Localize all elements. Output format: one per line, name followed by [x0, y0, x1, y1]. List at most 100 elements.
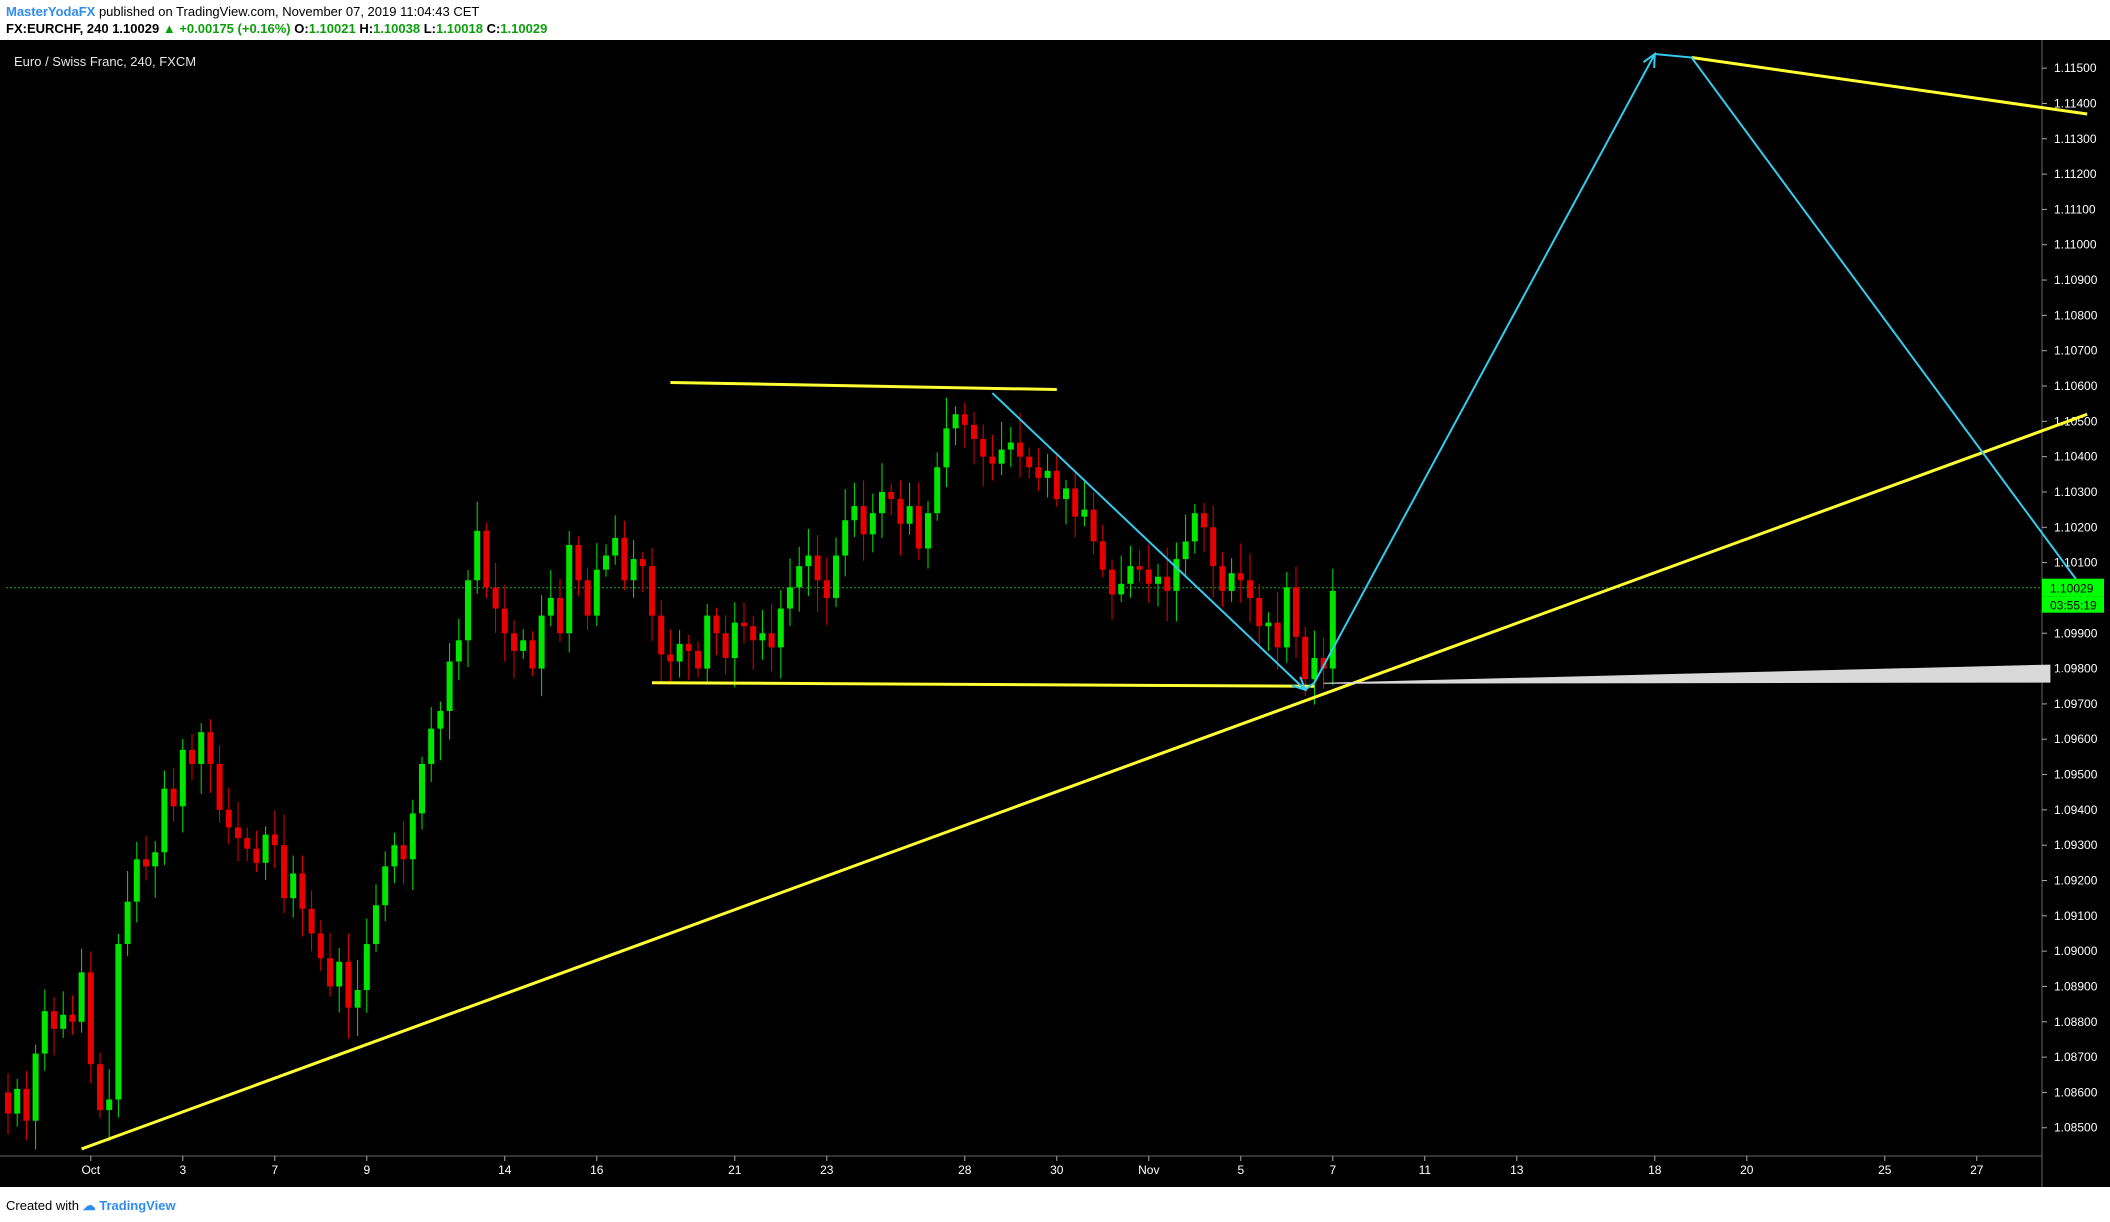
- candle-body: [1256, 597, 1263, 627]
- time-tick-label: 7: [271, 1163, 278, 1177]
- candle-body: [327, 958, 333, 987]
- candle-body: [777, 608, 784, 648]
- candle-body: [446, 661, 453, 711]
- candle-body: [69, 1014, 76, 1022]
- price-tick-label: 1.08500: [2054, 1121, 2098, 1135]
- candle-body: [1044, 470, 1051, 478]
- price-chart[interactable]: 1.11500 1.11400 1.11300 1.11200 1.11100 1.110…: [0, 40, 2110, 1187]
- time-tick-label: 5: [1237, 1163, 1244, 1177]
- candle-body: [823, 580, 830, 598]
- arrowhead-icon: [1291, 676, 1307, 692]
- candle-body: [373, 905, 379, 945]
- candle-body: [1164, 576, 1171, 591]
- time-tick-label: 23: [820, 1163, 834, 1177]
- yellow-trendline: [1691, 56, 2088, 116]
- candle-body: [722, 633, 729, 658]
- footer-text: Created with ☁ TradingView: [6, 1198, 176, 1214]
- candle-body: [400, 845, 407, 860]
- price-tick-label: 1.10600: [2054, 379, 2098, 393]
- candle-body: [5, 1092, 11, 1114]
- time-tick-label: 16: [590, 1163, 604, 1177]
- candle-body: [465, 580, 471, 641]
- price-tick-label: 1.09900: [2054, 626, 2098, 640]
- candle-body: [382, 866, 389, 906]
- candle-body: [290, 873, 297, 899]
- candle-body: [1173, 559, 1180, 591]
- candle-body: [814, 555, 821, 581]
- candle-body: [317, 933, 324, 959]
- price-tick-label: 1.10400: [2054, 450, 2098, 464]
- candle-body: [143, 859, 149, 867]
- candle-body: [639, 559, 646, 567]
- candle-body: [60, 1014, 67, 1029]
- candle-body: [759, 633, 766, 641]
- candle-body: [1274, 622, 1281, 648]
- candle-body: [980, 438, 987, 457]
- candle-body: [741, 622, 747, 627]
- candle-body: [1072, 488, 1079, 517]
- candle-body: [244, 838, 251, 849]
- candle-body: [216, 763, 223, 810]
- time-tick-label: 13: [1510, 1163, 1524, 1177]
- close-label: C:: [486, 21, 501, 36]
- low-label: L:: [423, 21, 436, 36]
- time-tick-label: 27: [1970, 1163, 1984, 1177]
- candle-body: [354, 989, 361, 1008]
- time-tick-label: 25: [1878, 1163, 1892, 1177]
- time-tick-label: 18: [1648, 1163, 1662, 1177]
- cyan-projection-path: [991, 52, 2089, 692]
- candle-body: [630, 559, 637, 581]
- price-tick-label: 1.11200: [2054, 167, 2097, 181]
- candle-body: [1007, 442, 1014, 450]
- candle-body: [593, 569, 600, 616]
- candle-body: [1127, 566, 1134, 584]
- candle-body: [768, 633, 775, 648]
- candle-body: [547, 597, 554, 616]
- candle-body: [409, 813, 416, 860]
- chart-title: Euro / Swiss Franc, 240, FXCM: [14, 54, 197, 69]
- candle-body: [1329, 590, 1336, 669]
- candle-body: [32, 1053, 39, 1121]
- candle-body: [961, 414, 968, 425]
- candle-body: [455, 640, 462, 662]
- candle-body: [1210, 527, 1217, 567]
- tradingview-logo-icon[interactable]: ☁: [82, 1198, 96, 1213]
- candle-body: [603, 555, 609, 570]
- candle-body: [888, 491, 895, 500]
- candle-body: [281, 845, 287, 899]
- open-value: 1.10021: [308, 21, 356, 36]
- candle-body: [1155, 576, 1161, 584]
- candle-body: [667, 654, 674, 662]
- last-price: 1.10029: [112, 21, 160, 36]
- chart-area[interactable]: 1.11500 1.11400 1.11300 1.11200 1.11100 1.110…: [0, 40, 2110, 1187]
- candle-body: [952, 414, 959, 429]
- candle-body: [23, 1088, 30, 1121]
- candle-body: [1026, 456, 1033, 468]
- tradingview-brand[interactable]: TradingView: [99, 1198, 176, 1213]
- candle-body: [731, 622, 738, 658]
- symbol-ohlc-line: FX:EURCHF, 240 1.10029 ▲ +0.00175 (+0.16…: [6, 21, 547, 37]
- high-value: 1.10038: [373, 21, 421, 36]
- candle-body: [833, 555, 839, 598]
- candle-body: [419, 763, 425, 814]
- close-value: 1.10029: [500, 21, 548, 36]
- candle-body: [225, 809, 232, 828]
- candle-body: [879, 491, 885, 514]
- candle-body: [1311, 657, 1318, 680]
- candle-body: [1090, 509, 1097, 542]
- candle-body: [658, 615, 665, 655]
- price-tick-label: 1.10800: [2054, 308, 2098, 322]
- candle-body: [704, 615, 711, 669]
- time-tick-label: 30: [1050, 1163, 1064, 1177]
- candle-body: [915, 506, 922, 549]
- up-arrow-icon: ▲: [162, 21, 176, 36]
- candle-body: [989, 456, 996, 464]
- candle-body: [1118, 583, 1125, 595]
- candle-body: [860, 506, 867, 535]
- candle-body: [170, 788, 177, 807]
- author-link[interactable]: MasterYodaFX: [6, 4, 96, 19]
- candle-body: [253, 848, 260, 863]
- candle-body: [483, 530, 490, 588]
- candle-body: [428, 728, 435, 764]
- price-tick-label: 1.09800: [2054, 662, 2098, 676]
